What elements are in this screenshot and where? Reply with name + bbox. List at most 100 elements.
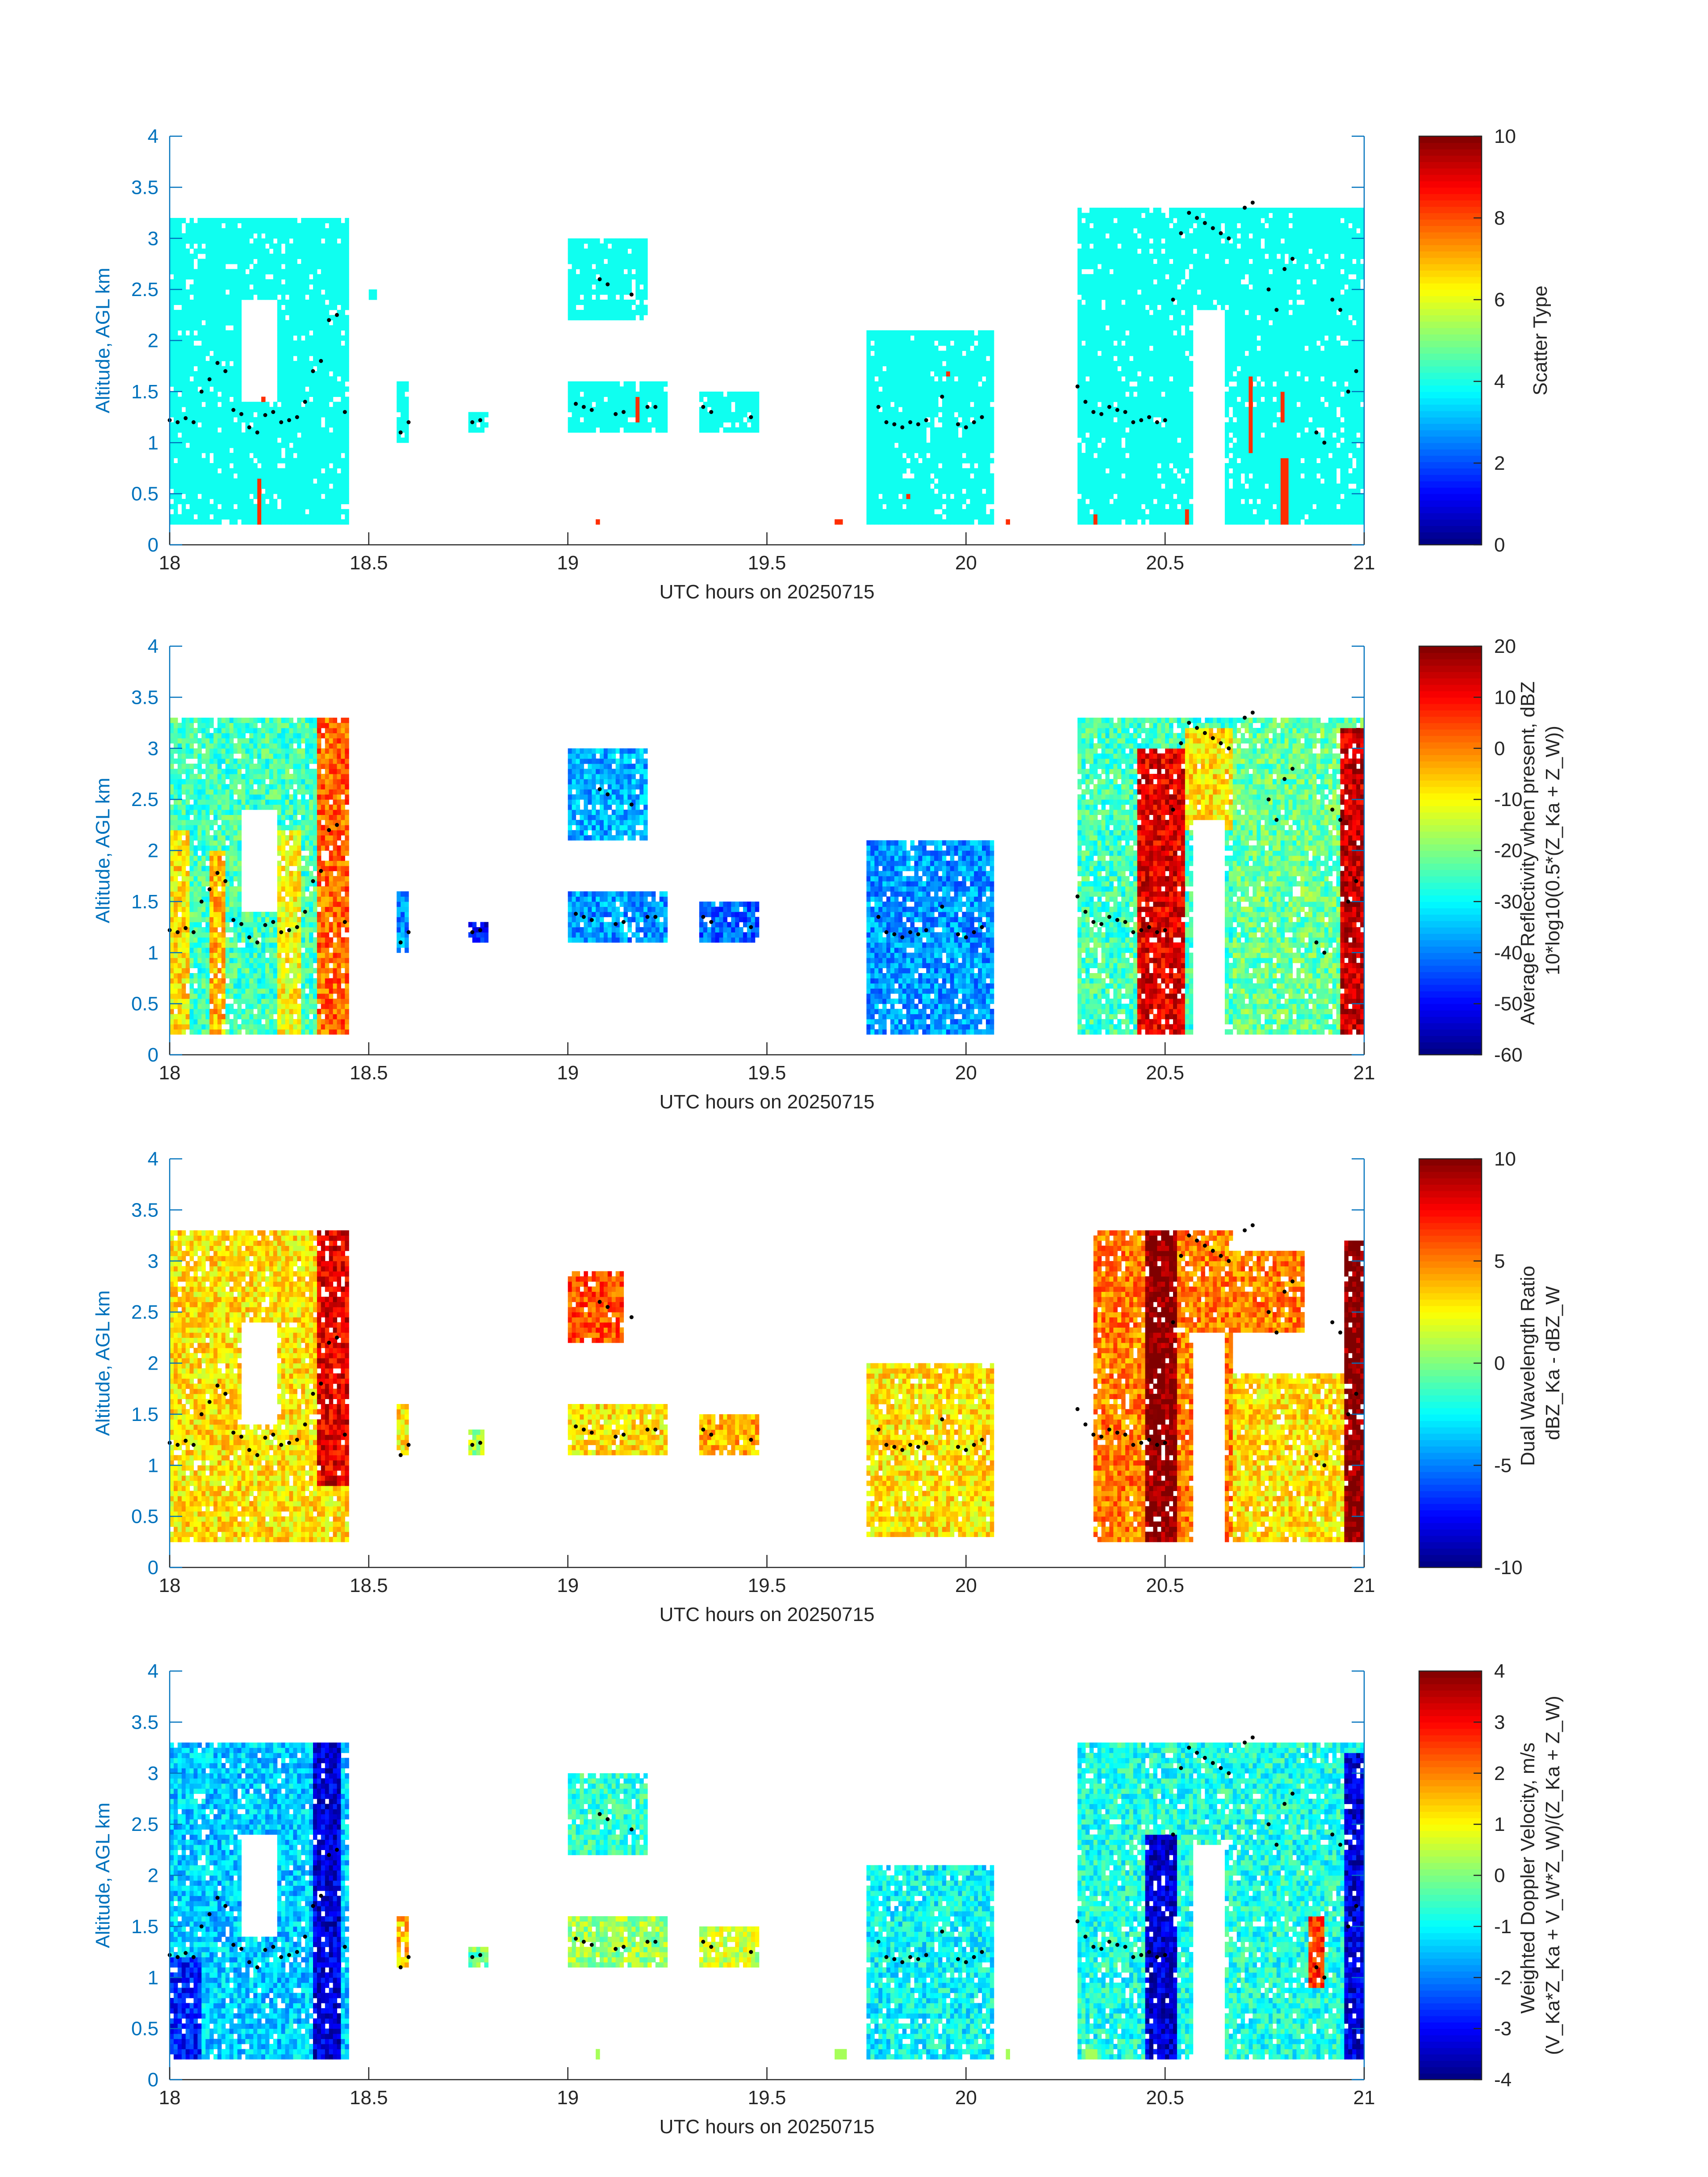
heatmap-cell xyxy=(182,427,186,433)
heatmap-cell xyxy=(174,330,178,336)
heatmap-cell xyxy=(178,427,182,433)
heatmap-cell xyxy=(170,402,174,407)
heatmap-cell xyxy=(217,330,222,336)
heatmap-cell xyxy=(242,509,246,514)
heatmap-cell xyxy=(201,478,206,484)
heatmap-cell xyxy=(221,254,226,259)
heatmap-cell xyxy=(174,218,178,223)
heatmap-cell xyxy=(221,473,226,479)
heatmap-cell xyxy=(205,269,210,274)
heatmap-cell xyxy=(194,468,198,473)
heatmap-cell xyxy=(230,478,234,484)
heatmap-cell xyxy=(182,279,186,284)
heatmap-cell xyxy=(238,325,242,330)
heatmap-cell xyxy=(178,315,182,320)
heatmap-cell xyxy=(174,443,178,448)
heatmap-cell xyxy=(174,484,178,489)
heatmap-cell xyxy=(205,499,210,504)
heatmap-cell xyxy=(197,427,202,433)
heatmap-cell xyxy=(182,463,186,468)
heatmap-cell xyxy=(205,489,210,494)
heatmap-cell xyxy=(201,274,206,280)
heatmap-cell xyxy=(213,473,218,479)
heatmap-cell xyxy=(190,264,194,269)
heatmap-cell xyxy=(205,402,210,407)
heatmap-cell xyxy=(190,458,194,464)
heatmap-cell xyxy=(201,351,206,356)
heatmap-cell xyxy=(230,499,234,504)
heatmap-cell xyxy=(230,417,234,422)
heatmap-cell xyxy=(190,386,194,392)
heatmap-cell xyxy=(221,443,226,448)
heatmap-cell xyxy=(201,509,206,514)
heatmap-cell xyxy=(201,300,206,305)
heatmap-cell xyxy=(182,504,186,510)
heatmap-cell xyxy=(197,361,202,366)
heatmap-cell xyxy=(221,274,226,280)
heatmap-cell xyxy=(234,228,238,234)
heatmap-cell xyxy=(186,509,190,514)
heatmap-cell xyxy=(221,315,226,320)
heatmap-cell xyxy=(205,366,210,372)
heatmap-cell xyxy=(205,259,210,264)
heatmap-cell xyxy=(170,422,174,428)
heatmap-cell xyxy=(213,254,218,259)
heatmap-cell xyxy=(217,259,222,264)
heatmap-cell xyxy=(221,376,226,382)
heatmap-cell xyxy=(234,443,238,448)
heatmap-cell xyxy=(234,269,238,274)
heatmap-cell xyxy=(234,238,238,244)
heatmap-cell xyxy=(213,463,218,468)
heatmap-cell xyxy=(213,315,218,320)
heatmap-cell xyxy=(226,463,230,468)
heatmap-cell xyxy=(213,264,218,269)
heatmap-cell xyxy=(213,279,218,284)
heatmap-cell xyxy=(238,233,242,238)
heatmap-cell xyxy=(213,259,218,264)
heatmap-cell xyxy=(197,478,202,484)
heatmap-cell xyxy=(221,289,226,295)
heatmap-cell xyxy=(234,422,238,428)
heatmap-cell xyxy=(238,320,242,326)
heatmap-cell xyxy=(182,484,186,489)
heatmap-cell xyxy=(234,284,238,290)
heatmap-cell xyxy=(230,371,234,376)
heatmap-cell xyxy=(201,228,206,234)
heatmap-cell xyxy=(194,453,198,458)
heatmap-cell xyxy=(209,335,214,341)
heatmap-cell xyxy=(170,269,174,274)
heatmap-cell xyxy=(234,320,238,326)
heatmap-cell xyxy=(205,330,210,336)
heatmap-cell xyxy=(174,402,178,407)
heatmap-cell xyxy=(186,366,190,372)
heatmap-cell xyxy=(186,361,190,366)
heatmap-cell xyxy=(178,407,182,412)
heatmap-cell xyxy=(238,484,242,489)
heatmap-cell xyxy=(182,489,186,494)
heatmap-cell xyxy=(213,289,218,295)
heatmap-cell xyxy=(217,519,222,525)
heatmap-cell xyxy=(174,310,178,315)
heatmap-cell xyxy=(234,484,238,489)
heatmap-cell xyxy=(238,269,242,274)
heatmap-cell xyxy=(194,438,198,443)
heatmap-cell xyxy=(186,315,190,320)
heatmap-cell xyxy=(194,284,198,290)
heatmap-cell xyxy=(209,473,214,479)
heatmap-cell xyxy=(201,259,206,264)
heatmap-cell xyxy=(190,330,194,336)
heatmap-cell xyxy=(221,453,226,458)
heatmap-cell xyxy=(205,310,210,315)
heatmap-cell xyxy=(213,371,218,376)
heatmap-cell xyxy=(201,325,206,330)
heatmap-cell xyxy=(170,427,174,433)
heatmap-cell xyxy=(190,468,194,473)
heatmap-cell xyxy=(234,310,238,315)
heatmap-cell xyxy=(197,468,202,473)
heatmap-cell xyxy=(234,223,238,228)
heatmap-cell xyxy=(234,519,238,525)
heatmap-cell xyxy=(190,494,194,499)
heatmap-cell xyxy=(209,249,214,254)
heatmap-cell xyxy=(174,514,178,519)
heatmap-cell xyxy=(170,243,174,249)
